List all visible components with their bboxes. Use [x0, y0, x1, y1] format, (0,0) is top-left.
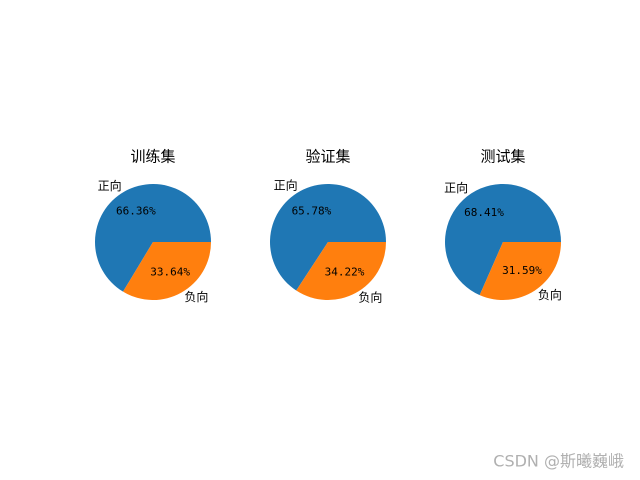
pie-slice — [445, 184, 561, 296]
pct-label: 34.22% — [325, 266, 365, 279]
chart-title: 测试集 — [480, 148, 525, 166]
pct-label: 68.41% — [464, 206, 504, 219]
slice-label: 正向 — [274, 177, 298, 192]
slice-label: 负向 — [184, 289, 208, 304]
slice-label: 负向 — [358, 290, 382, 305]
chart-title: 验证集 — [305, 148, 350, 166]
pct-label: 31.59% — [502, 264, 542, 277]
slice-label: 正向 — [444, 180, 468, 195]
pie-slice — [269, 184, 386, 291]
pct-label: 65.78% — [292, 204, 332, 217]
slice-label: 负向 — [538, 287, 562, 302]
pct-label: 66.36% — [116, 205, 156, 218]
pie-slice — [479, 242, 561, 301]
watermark: CSDN @斯曦巍峨 — [493, 452, 624, 471]
pie-slice — [123, 242, 211, 301]
pie-slice — [296, 242, 386, 301]
pie-slice — [95, 184, 211, 292]
chart-title: 训练集 — [130, 148, 175, 166]
slice-label: 正向 — [98, 178, 122, 193]
pct-label: 33.64% — [150, 265, 190, 278]
